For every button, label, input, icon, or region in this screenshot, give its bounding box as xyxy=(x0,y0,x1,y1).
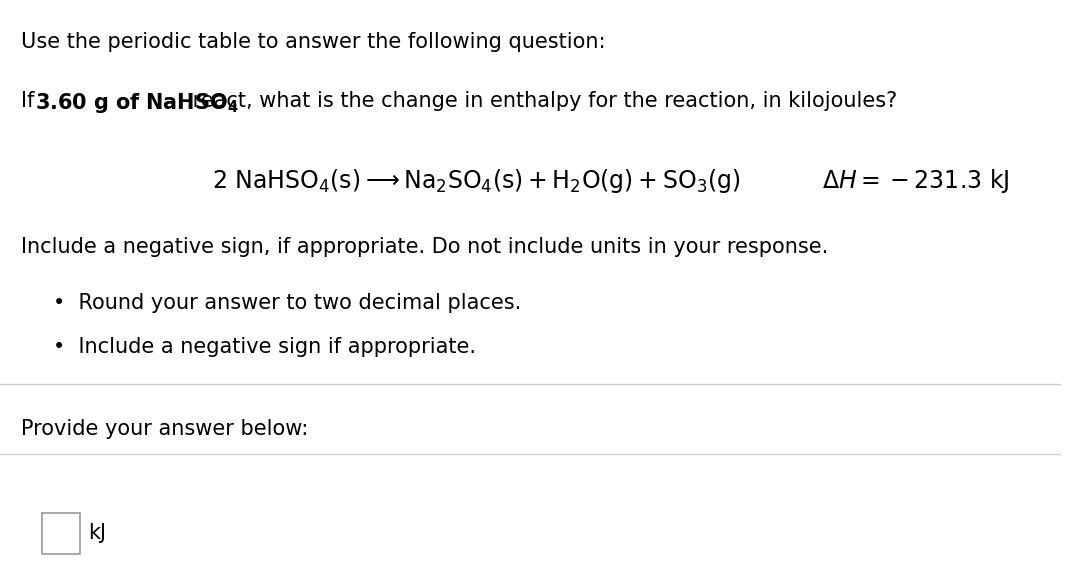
Text: •  Include a negative sign if appropriate.: • Include a negative sign if appropriate… xyxy=(53,337,476,357)
FancyBboxPatch shape xyxy=(42,513,80,554)
Text: $2\ \mathrm{NaHSO_4(s)} \longrightarrow \mathrm{Na_2SO_4(s)} + \mathrm{H_2O(g)} : $2\ \mathrm{NaHSO_4(s)} \longrightarrow … xyxy=(212,167,740,195)
Text: react, what is the change in enthalpy for the reaction, in kilojoules?: react, what is the change in enthalpy fo… xyxy=(186,91,897,111)
Text: kJ: kJ xyxy=(88,523,106,543)
Text: Use the periodic table to answer the following question:: Use the periodic table to answer the fol… xyxy=(22,32,605,52)
Text: $\Delta H = -231.3\ \mathrm{kJ}$: $\Delta H = -231.3\ \mathrm{kJ}$ xyxy=(823,167,1010,195)
Text: Provide your answer below:: Provide your answer below: xyxy=(22,419,308,439)
Text: •  Round your answer to two decimal places.: • Round your answer to two decimal place… xyxy=(53,293,521,313)
Text: $\mathbf{3.60\ g\ of\ NaHSO_4}$: $\mathbf{3.60\ g\ of\ NaHSO_4}$ xyxy=(35,91,239,115)
Text: If: If xyxy=(22,91,41,111)
Text: Include a negative sign, if appropriate. Do not include units in your response.: Include a negative sign, if appropriate.… xyxy=(22,237,828,257)
